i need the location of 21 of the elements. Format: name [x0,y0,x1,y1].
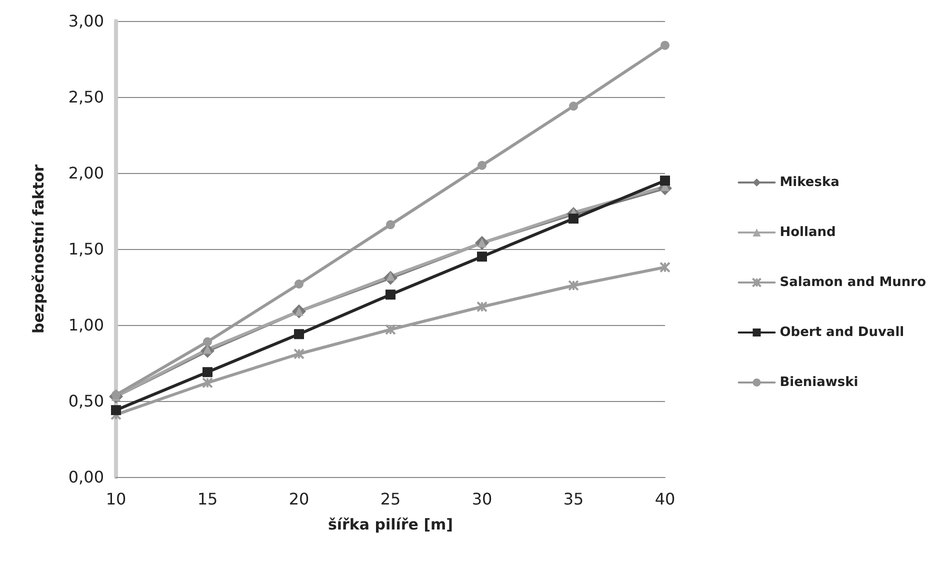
x-tick-label: 10 [106,490,126,508]
x-tick-label: 30 [472,490,492,508]
x-tick-label: 20 [288,490,310,508]
legend-label: Bieniawski [780,375,858,390]
x-tick-label: 35 [563,490,584,508]
x-tick-label: 40 [654,490,676,508]
y-tick-label: 3,00 [68,12,104,30]
y-tick-label: 1,00 [68,316,104,334]
y-tick-label: 1,50 [68,240,104,258]
legend-label: Mikeska [780,175,840,190]
legend-label: Obert and Duvall [780,325,904,340]
y-tick-label: 2,50 [68,88,104,106]
legend-label: Holland [780,225,836,240]
y-tick-label: 0,50 [68,392,104,410]
x-axis-title: šířka pilíře [m] [328,516,454,534]
y-tick-label: 2,00 [68,164,104,182]
y-tick-label: 0,00 [68,468,104,486]
y-axis-title: bezpečnostní faktor [30,164,48,334]
legend-label: Salamon and Munro [780,275,926,290]
x-tick-label: 25 [380,490,401,508]
x-tick-label: 15 [197,490,218,508]
